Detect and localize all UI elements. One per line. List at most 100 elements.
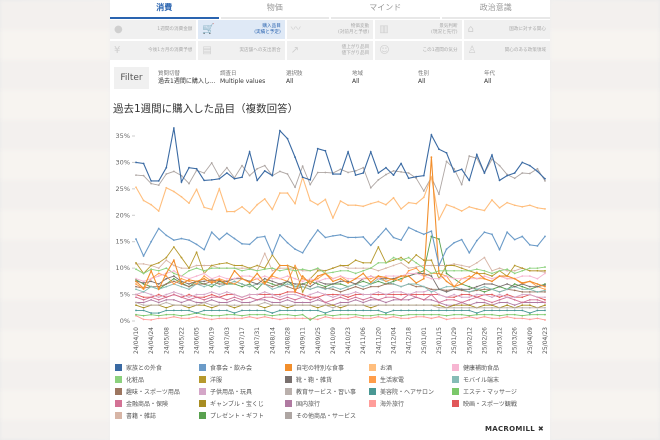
legend-item[interactable]: エステ・マッサージ (452, 386, 542, 397)
topic-button-3[interactable]: ▥ 景気判断 (現況と先行) (375, 20, 462, 39)
data-point (453, 241, 456, 244)
data-point (430, 272, 433, 275)
legend-item[interactable]: 自宅の特別な食事 (285, 362, 369, 373)
data-point (332, 298, 334, 301)
chart-title: 過去1週間に購入した品目（複数回答） (113, 103, 299, 115)
legend-item[interactable]: 金融商品・保険 (115, 398, 199, 409)
data-point (468, 296, 471, 299)
data-point (324, 312, 327, 314)
data-point (400, 171, 402, 173)
filter-field-0[interactable]: 質問切替 過去1週間に購入し... (158, 70, 220, 86)
x-tick-label: 24/08/28 (284, 327, 291, 354)
data-point (430, 176, 433, 179)
data-point (544, 235, 546, 238)
data-point (544, 291, 546, 293)
data-point (135, 161, 137, 164)
topic-button-5[interactable]: ¥ 今後1カ月の消費予想 (110, 41, 197, 60)
tab-prices[interactable]: 物価 (220, 0, 329, 19)
tab-consumption[interactable]: 消費 (110, 0, 219, 19)
data-point (332, 234, 334, 237)
y-tick-label: 20% (116, 211, 130, 219)
topic-button-0[interactable]: ● 1週間の消費金額 (110, 20, 197, 39)
data-point (521, 304, 524, 307)
filter-field-4[interactable]: 性別 All (418, 70, 484, 86)
data-point (271, 285, 274, 288)
topic-button-6[interactable]: ▤ 実店舗への支出割合 (198, 41, 285, 60)
data-point (362, 267, 365, 270)
topic-button-9[interactable]: ♙ 関心のある政策領域 (463, 41, 550, 60)
tab-politics[interactable]: 政治意識 (441, 0, 550, 19)
data-point (309, 296, 312, 299)
data-point (233, 296, 236, 299)
legend-item[interactable]: その他商品・サービス (285, 410, 369, 421)
legend-item[interactable]: モバイル端末 (452, 374, 542, 385)
data-point (241, 301, 243, 304)
legend-item[interactable]: ギャンブル・宝くじ (199, 398, 285, 409)
data-point (195, 267, 198, 270)
legend-item[interactable]: 海外旅行 (369, 398, 452, 409)
legend-item[interactable]: プレゼント・ギフト (199, 410, 285, 421)
data-point (157, 227, 160, 230)
legend-item[interactable]: 靴・鞄・雑貨 (285, 374, 369, 385)
legend-item[interactable]: 美容院・ヘアサロン (369, 386, 452, 397)
x-tick-label: 25/01/01 (421, 327, 428, 354)
data-point (172, 309, 175, 312)
data-point (188, 280, 190, 283)
data-point (241, 304, 243, 307)
data-point (256, 288, 259, 291)
data-point (188, 182, 190, 185)
data-point (294, 291, 296, 293)
data-point (248, 301, 251, 304)
filter-field-2[interactable]: 選択肢 All (286, 70, 352, 86)
data-point (544, 272, 546, 275)
legend-item[interactable]: 教育サービス・習い事 (285, 386, 369, 397)
legend-item[interactable]: 映画・スポーツ観戦 (452, 398, 542, 409)
legend-item[interactable]: 化粧品 (115, 374, 199, 385)
legend-item[interactable]: 洋服 (199, 374, 285, 385)
data-point (210, 162, 213, 164)
data-point (513, 285, 516, 288)
filter-field-5[interactable]: 年代 All (484, 70, 550, 86)
data-point (430, 259, 433, 262)
legend-item[interactable]: お酒 (369, 362, 452, 373)
topic-button-4[interactable]: ⌂ 国政に対する関心 (463, 20, 550, 39)
legend-item[interactable]: 趣味・スポーツ用品 (115, 386, 199, 397)
data-point (316, 285, 319, 288)
topic-button-8[interactable]: ☺ この1週間の気分 (375, 41, 462, 60)
data-point (347, 285, 349, 288)
data-point (491, 199, 493, 201)
series-line-17 (136, 296, 545, 306)
legend-item[interactable]: 食事会・飲み会 (199, 362, 285, 373)
tab-mind[interactable]: マインド (331, 0, 440, 19)
data-point (286, 173, 289, 175)
data-point (135, 280, 137, 283)
data-point (339, 269, 342, 272)
legend-item[interactable]: 生活家電 (369, 374, 452, 385)
data-point (392, 296, 395, 299)
data-point (218, 267, 221, 270)
data-point (241, 205, 243, 208)
data-point (135, 304, 137, 307)
data-point (233, 269, 236, 272)
data-point (339, 313, 342, 316)
legend-item[interactable]: 国内旅行 (285, 398, 369, 409)
topic-button-1[interactable]: 🛒 購入品目 (実績と予定) (198, 20, 285, 39)
data-point (279, 192, 281, 194)
legend-item[interactable]: 書籍・雑誌 (115, 410, 199, 421)
legend-item[interactable]: 子供用品・玩具 (199, 386, 285, 397)
data-point (377, 313, 380, 316)
filter-field-3[interactable]: 地域 All (352, 70, 418, 86)
data-point (362, 285, 365, 288)
data-point (165, 283, 168, 285)
filter-field-1[interactable]: 調査日 Multiple values (220, 70, 286, 86)
filter-button[interactable]: Filter (114, 67, 149, 89)
legend-item[interactable]: 健康補助食品 (452, 362, 542, 373)
legend-label: 洋服 (210, 376, 223, 384)
topic-button-7[interactable]: ↗ 値上がり品目 値下がり品目 (286, 41, 374, 60)
legend-item[interactable]: 家族との外食 (115, 362, 199, 373)
data-point (210, 298, 213, 301)
data-point (438, 148, 440, 151)
legend-label: 健康補助食品 (463, 364, 500, 372)
topic-button-2[interactable]: 〰 物価変動 (対前月と予想) (286, 20, 374, 39)
data-point (157, 293, 160, 296)
